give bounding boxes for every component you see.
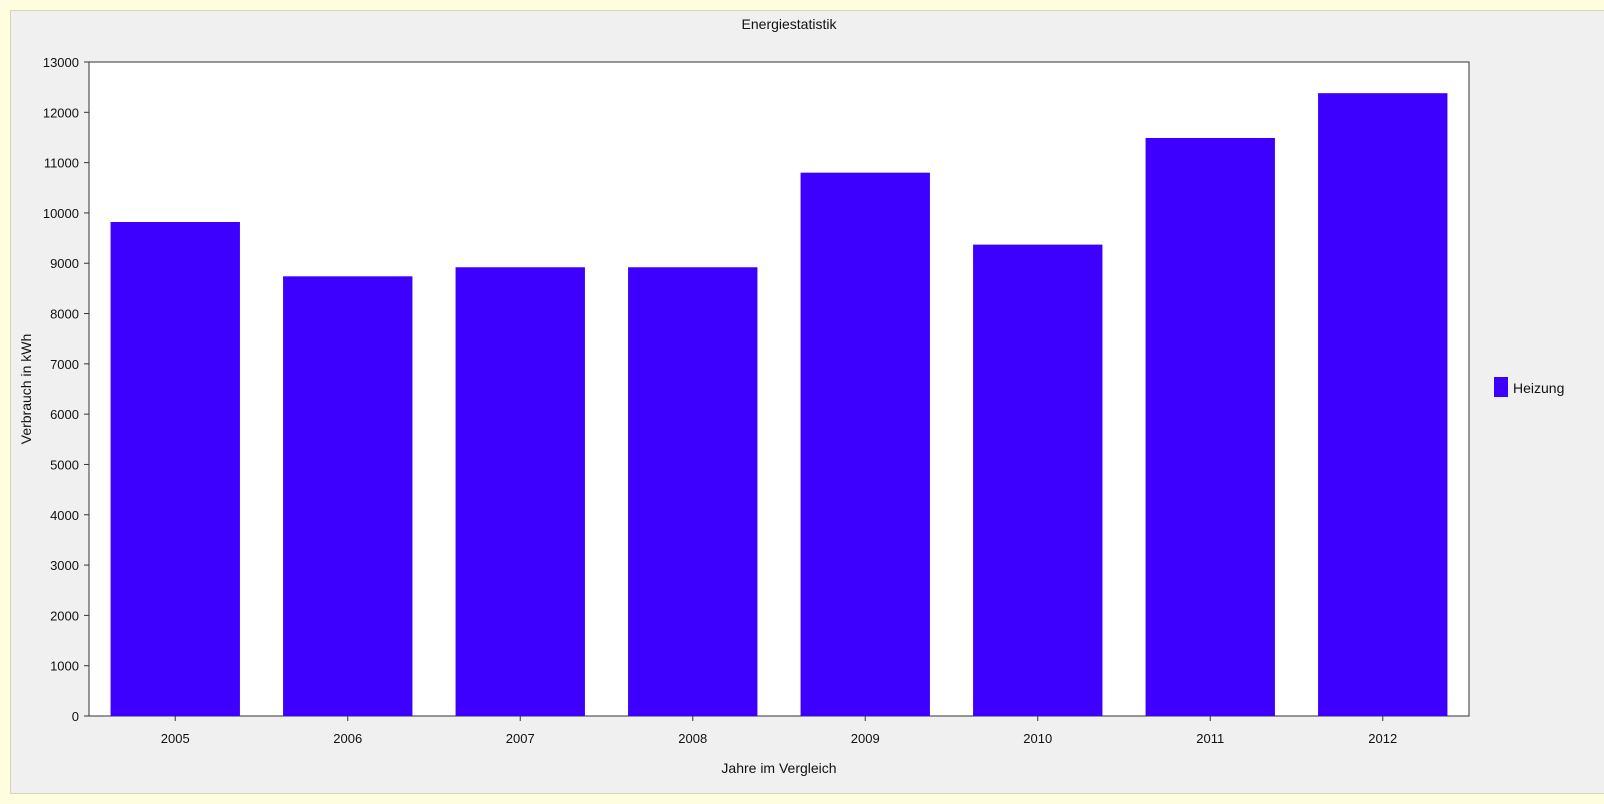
y-tick-label: 9000 [50, 256, 79, 271]
x-axis: 2005 2006 2007 2008 2009 2010 2011 2012 [161, 716, 1397, 746]
y-tick-label: 2000 [50, 608, 79, 623]
bar-2009 [801, 173, 930, 716]
y-tick-label: 8000 [50, 307, 79, 322]
y-tick-label: 4000 [50, 508, 79, 523]
y-tick-label: 10000 [43, 206, 79, 221]
legend: Heizung [1494, 377, 1564, 397]
bar-2008 [628, 267, 757, 716]
bar-2006 [283, 276, 412, 716]
y-axis-label: Verbrauch in kWh [18, 334, 34, 445]
bar-2012 [1318, 93, 1447, 716]
legend-swatch [1494, 377, 1508, 397]
x-tick-label: 2009 [851, 731, 880, 746]
y-tick-label: 12000 [43, 105, 79, 120]
y-tick-label: 0 [72, 709, 79, 724]
x-tick-label: 2007 [506, 731, 535, 746]
x-tick-label: 2005 [161, 731, 190, 746]
y-tick-label: 13000 [43, 55, 79, 70]
chart-panel: Energiestatistik 0 1000 2000 3000 4000 5000 60… [10, 10, 1604, 794]
x-tick-label: 2008 [678, 731, 707, 746]
y-tick-label: 5000 [50, 457, 79, 472]
x-tick-label: 2012 [1368, 731, 1397, 746]
y-tick-label: 6000 [50, 407, 79, 422]
x-tick-label: 2010 [1023, 731, 1052, 746]
bar-2011 [1146, 138, 1275, 716]
bar-2005 [111, 222, 240, 716]
y-tick-label: 1000 [50, 659, 79, 674]
bar-2010 [973, 245, 1102, 716]
chart-canvas: Energiestatistik 0 1000 2000 3000 4000 5000 60… [11, 11, 1604, 795]
y-axis: 0 1000 2000 3000 4000 5000 6000 7000 8000 9000 100… [43, 55, 89, 724]
x-tick-label: 2006 [333, 731, 362, 746]
bar-2007 [456, 267, 585, 716]
legend-label: Heizung [1513, 380, 1564, 396]
y-tick-label: 3000 [50, 558, 79, 573]
y-tick-label: 11000 [44, 156, 79, 171]
x-tick-label: 2011 [1196, 731, 1224, 746]
x-axis-label: Jahre im Vergleich [721, 760, 836, 776]
y-tick-label: 7000 [50, 357, 79, 372]
chart-title: Energiestatistik [742, 16, 838, 32]
